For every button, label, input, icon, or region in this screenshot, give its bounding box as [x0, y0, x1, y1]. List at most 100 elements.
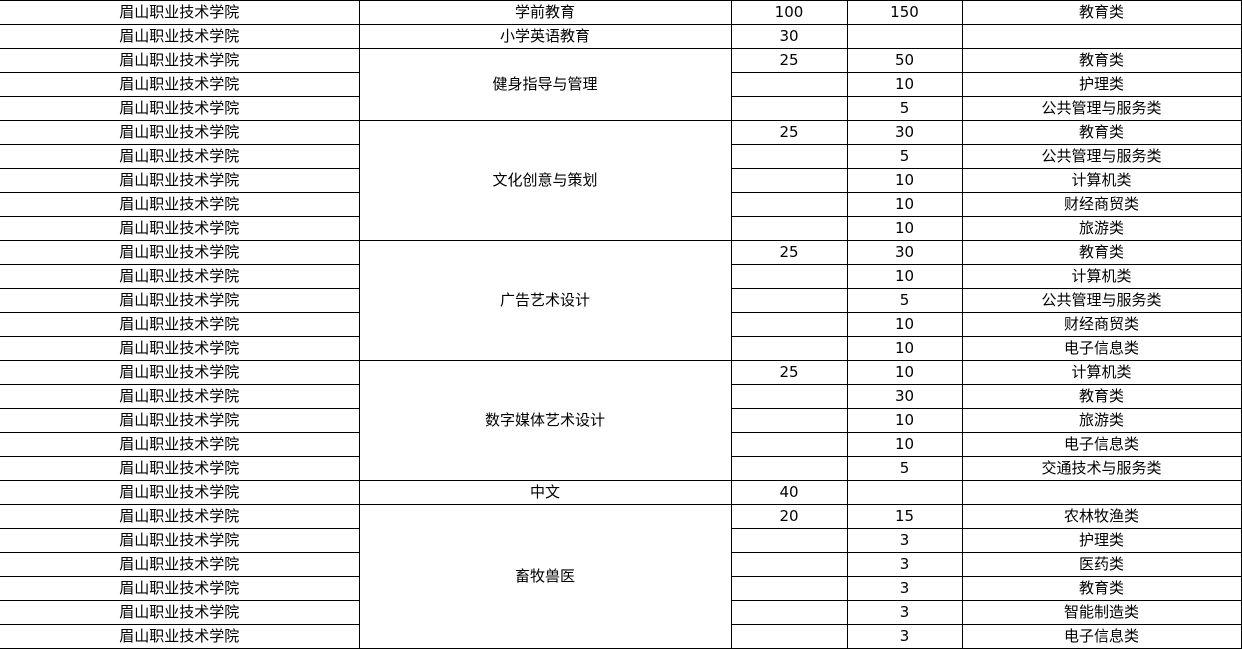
count-cell[interactable]: 5: [846, 456, 963, 481]
category-cell[interactable]: 教育类: [961, 384, 1242, 409]
school-cell[interactable]: 眉山职业技术学院: [0, 120, 360, 145]
school-cell[interactable]: 眉山职业技术学院: [0, 192, 360, 217]
plan-cell[interactable]: [730, 168, 848, 193]
count-cell[interactable]: 150: [846, 0, 963, 25]
major-cell[interactable]: 中文: [358, 480, 732, 505]
plan-cell[interactable]: [730, 216, 848, 241]
plan-cell[interactable]: [730, 264, 848, 289]
school-cell[interactable]: 眉山职业技术学院: [0, 144, 360, 169]
category-cell[interactable]: 财经商贸类: [961, 192, 1242, 217]
plan-cell[interactable]: [730, 624, 848, 649]
major-cell[interactable]: 小学英语教育: [358, 24, 732, 49]
school-cell[interactable]: 眉山职业技术学院: [0, 96, 360, 121]
school-cell[interactable]: 眉山职业技术学院: [0, 24, 360, 49]
count-cell[interactable]: 10: [846, 432, 963, 457]
major-cell[interactable]: 数字媒体艺术设计: [358, 360, 732, 481]
major-cell[interactable]: 文化创意与策划: [358, 120, 732, 241]
count-cell[interactable]: 10: [846, 216, 963, 241]
school-cell[interactable]: 眉山职业技术学院: [0, 48, 360, 73]
plan-cell[interactable]: 25: [730, 240, 848, 265]
plan-cell[interactable]: [730, 576, 848, 601]
plan-cell[interactable]: [730, 456, 848, 481]
plan-cell[interactable]: [730, 432, 848, 457]
category-cell[interactable]: 教育类: [961, 576, 1242, 601]
category-cell[interactable]: 护理类: [961, 528, 1242, 553]
school-cell[interactable]: 眉山职业技术学院: [0, 336, 360, 361]
category-cell[interactable]: 计算机类: [961, 264, 1242, 289]
count-cell[interactable]: 3: [846, 528, 963, 553]
category-cell[interactable]: 计算机类: [961, 168, 1242, 193]
category-cell[interactable]: 教育类: [961, 48, 1242, 73]
category-cell[interactable]: 农林牧渔类: [961, 504, 1242, 529]
category-cell[interactable]: 教育类: [961, 120, 1242, 145]
count-cell[interactable]: 50: [846, 48, 963, 73]
category-cell[interactable]: 智能制造类: [961, 600, 1242, 625]
school-cell[interactable]: 眉山职业技术学院: [0, 264, 360, 289]
count-cell[interactable]: 5: [846, 96, 963, 121]
plan-cell[interactable]: [730, 192, 848, 217]
count-cell[interactable]: 30: [846, 240, 963, 265]
count-cell[interactable]: 30: [846, 120, 963, 145]
count-cell[interactable]: 5: [846, 144, 963, 169]
count-cell[interactable]: 10: [846, 336, 963, 361]
category-cell[interactable]: 护理类: [961, 72, 1242, 97]
school-cell[interactable]: 眉山职业技术学院: [0, 72, 360, 97]
category-cell[interactable]: 旅游类: [961, 216, 1242, 241]
category-cell[interactable]: 医药类: [961, 552, 1242, 577]
major-cell[interactable]: 广告艺术设计: [358, 240, 732, 361]
plan-cell[interactable]: 100: [730, 0, 848, 25]
count-cell[interactable]: 3: [846, 576, 963, 601]
school-cell[interactable]: 眉山职业技术学院: [0, 504, 360, 529]
plan-cell[interactable]: 25: [730, 360, 848, 385]
plan-cell[interactable]: [730, 600, 848, 625]
category-cell[interactable]: 电子信息类: [961, 624, 1242, 649]
plan-cell[interactable]: 25: [730, 48, 848, 73]
school-cell[interactable]: 眉山职业技术学院: [0, 552, 360, 577]
category-cell[interactable]: [961, 24, 1242, 49]
count-cell[interactable]: 3: [846, 600, 963, 625]
count-cell[interactable]: 10: [846, 264, 963, 289]
category-cell[interactable]: 教育类: [961, 0, 1242, 25]
school-cell[interactable]: 眉山职业技术学院: [0, 456, 360, 481]
plan-cell[interactable]: [730, 528, 848, 553]
plan-cell[interactable]: [730, 408, 848, 433]
plan-cell[interactable]: [730, 552, 848, 577]
plan-cell[interactable]: [730, 144, 848, 169]
count-cell[interactable]: 10: [846, 192, 963, 217]
school-cell[interactable]: 眉山职业技术学院: [0, 624, 360, 649]
count-cell[interactable]: 30: [846, 384, 963, 409]
major-cell[interactable]: 畜牧兽医: [358, 504, 732, 649]
school-cell[interactable]: 眉山职业技术学院: [0, 432, 360, 457]
school-cell[interactable]: 眉山职业技术学院: [0, 600, 360, 625]
school-cell[interactable]: 眉山职业技术学院: [0, 576, 360, 601]
category-cell[interactable]: 旅游类: [961, 408, 1242, 433]
plan-cell[interactable]: 25: [730, 120, 848, 145]
count-cell[interactable]: 5: [846, 288, 963, 313]
school-cell[interactable]: 眉山职业技术学院: [0, 288, 360, 313]
category-cell[interactable]: 交通技术与服务类: [961, 456, 1242, 481]
category-cell[interactable]: 公共管理与服务类: [961, 288, 1242, 313]
category-cell[interactable]: 公共管理与服务类: [961, 144, 1242, 169]
major-cell[interactable]: 学前教育: [358, 0, 732, 25]
count-cell[interactable]: 3: [846, 624, 963, 649]
category-cell[interactable]: 计算机类: [961, 360, 1242, 385]
plan-cell[interactable]: [730, 336, 848, 361]
count-cell[interactable]: 10: [846, 408, 963, 433]
category-cell[interactable]: 公共管理与服务类: [961, 96, 1242, 121]
category-cell[interactable]: 电子信息类: [961, 432, 1242, 457]
school-cell[interactable]: 眉山职业技术学院: [0, 168, 360, 193]
count-cell[interactable]: [846, 24, 963, 49]
count-cell[interactable]: 10: [846, 168, 963, 193]
school-cell[interactable]: 眉山职业技术学院: [0, 408, 360, 433]
major-cell[interactable]: 健身指导与管理: [358, 48, 732, 121]
school-cell[interactable]: 眉山职业技术学院: [0, 480, 360, 505]
plan-cell[interactable]: 20: [730, 504, 848, 529]
plan-cell[interactable]: [730, 288, 848, 313]
school-cell[interactable]: 眉山职业技术学院: [0, 312, 360, 337]
count-cell[interactable]: 10: [846, 312, 963, 337]
plan-cell[interactable]: 40: [730, 480, 848, 505]
category-cell[interactable]: 教育类: [961, 240, 1242, 265]
count-cell[interactable]: 10: [846, 72, 963, 97]
plan-cell[interactable]: [730, 312, 848, 337]
plan-cell[interactable]: [730, 72, 848, 97]
